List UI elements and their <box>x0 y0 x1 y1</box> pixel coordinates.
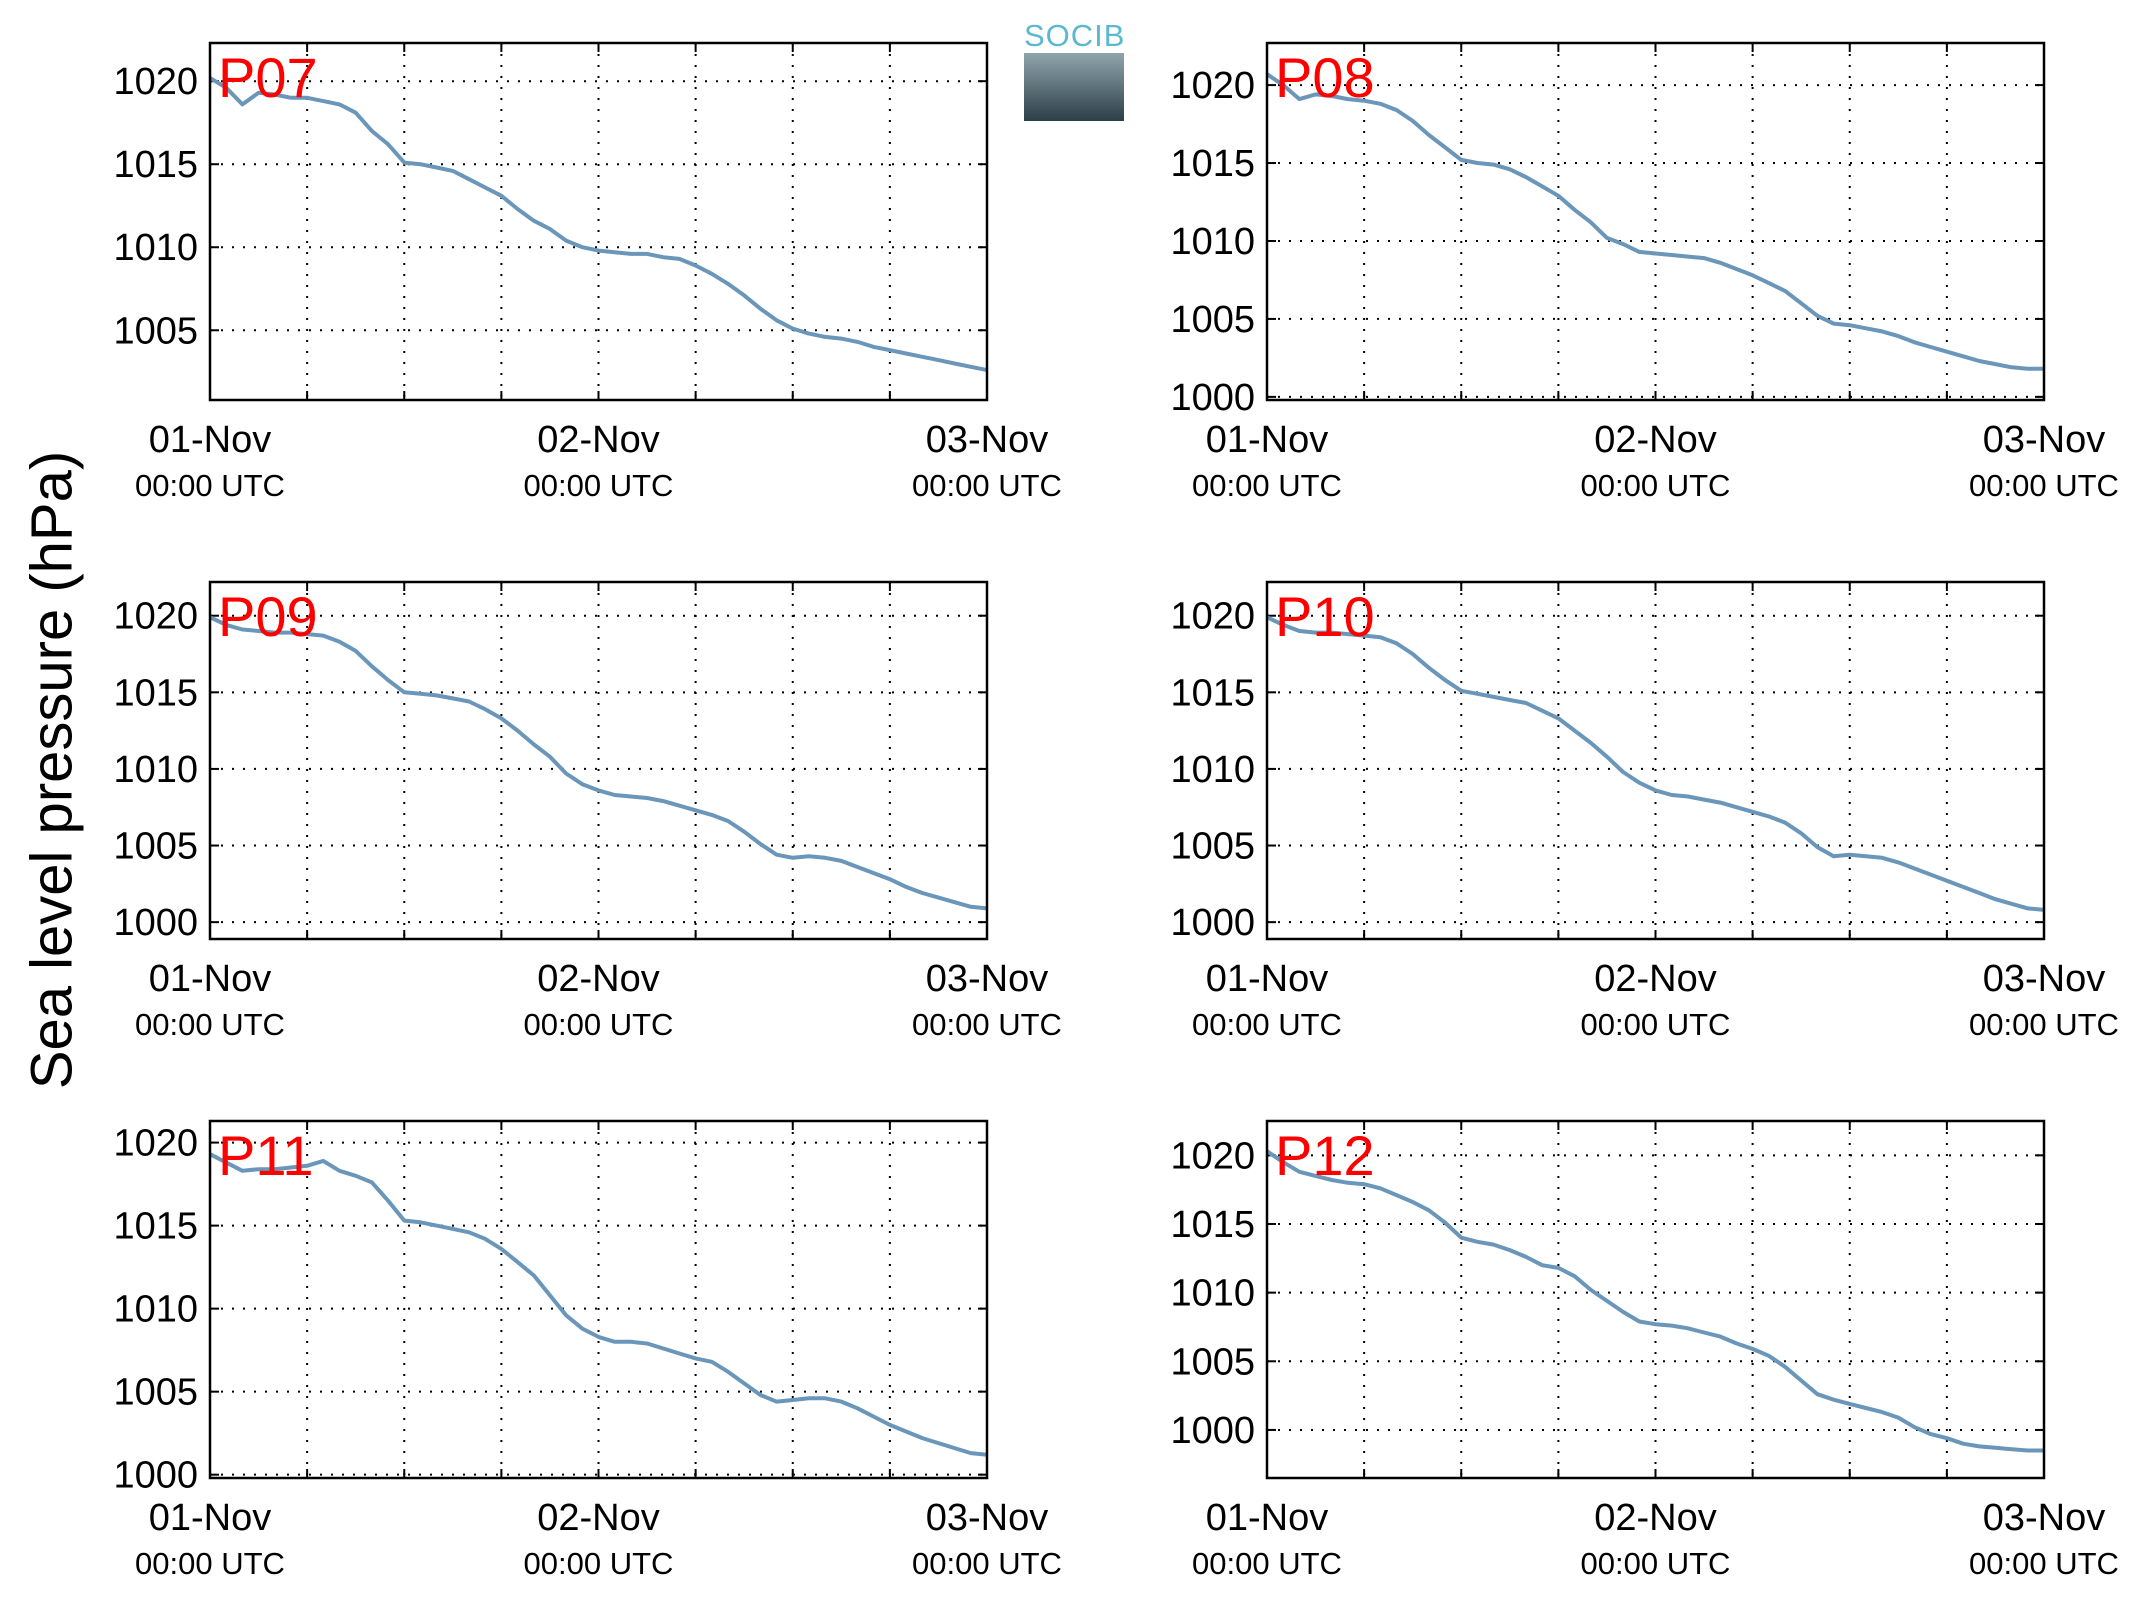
y-tick-label: 1000 <box>1170 377 1255 419</box>
series-line-sea-level-pressure <box>209 615 988 911</box>
x-tick-label-time: 00:00 UTC <box>524 1007 674 1042</box>
y-tick-label: 1000 <box>1170 902 1255 944</box>
panel-p11: 1000 1005 1010 1015 1020 01-Nov 00:00 UTC 02-No… <box>113 1119 1062 1581</box>
series-line-sea-level-pressure <box>208 76 988 373</box>
x-tick-label-date: 01-Nov <box>149 1497 272 1539</box>
station-label: P12 <box>1275 1124 1375 1187</box>
y-tick-label: 1000 <box>1170 1410 1255 1452</box>
y-tick-label: 1020 <box>113 596 198 638</box>
x-tick-label-date: 03-Nov <box>926 419 1049 461</box>
x-tick-label-date: 03-Nov <box>1983 1497 2106 1539</box>
x-tick-label-time: 00:00 UTC <box>135 468 285 503</box>
y-tick-label: 1010 <box>113 227 198 269</box>
x-tick-label-date: 02-Nov <box>1594 1497 1717 1539</box>
axes-frame <box>208 1119 989 1480</box>
x-tick-label-time: 00:00 UTC <box>135 1546 285 1581</box>
panel-p10: 1000 1005 1010 1015 1020 01-Nov 00:00 UTC 02-No… <box>1170 580 2119 1042</box>
series-line-sea-level-pressure <box>1265 72 2044 371</box>
y-tick-label: 1020 <box>1170 596 1255 638</box>
x-tick-label-time: 00:00 UTC <box>1192 468 1342 503</box>
y-tick-label: 1005 <box>113 1372 198 1414</box>
station-label: P10 <box>1275 585 1375 648</box>
y-tick-label: 1005 <box>113 310 198 352</box>
station-label: P09 <box>218 585 318 648</box>
station-label: P08 <box>1275 46 1375 109</box>
axes-frame <box>1265 580 2046 941</box>
x-tick-label-date: 01-Nov <box>1206 958 1329 1000</box>
x-tick-label-date: 03-Nov <box>926 1497 1049 1539</box>
x-tick-label-time: 00:00 UTC <box>524 1546 674 1581</box>
panel-p12: 1000 1005 1010 1015 1020 01-Nov 00:00 UTC 02-No… <box>1170 1119 2119 1581</box>
series-line-sea-level-pressure <box>1266 615 2045 912</box>
y-tick-label: 1020 <box>113 61 198 103</box>
logo-text: SOCIB <box>1024 18 1126 53</box>
y-tick-label: 1000 <box>113 1455 198 1497</box>
y-tick-label: 1015 <box>1170 672 1255 714</box>
y-tick-label: 1010 <box>1170 221 1255 263</box>
x-tick-label-time: 00:00 UTC <box>912 468 1062 503</box>
y-tick-label: 1020 <box>1170 1135 1255 1177</box>
y-tick-label: 1010 <box>1170 749 1255 791</box>
x-tick-label-time: 00:00 UTC <box>1192 1007 1342 1042</box>
x-tick-label-date: 02-Nov <box>537 1497 660 1539</box>
axes-frame <box>1265 41 2046 402</box>
x-tick-label-time: 00:00 UTC <box>1581 1546 1731 1581</box>
x-tick-label-date: 02-Nov <box>537 958 660 1000</box>
y-tick-label: 1015 <box>113 1206 198 1248</box>
x-tick-label-time: 00:00 UTC <box>912 1546 1062 1581</box>
x-tick-label-date: 01-Nov <box>1206 1497 1329 1539</box>
x-tick-label-time: 00:00 UTC <box>1581 1007 1731 1042</box>
socib-logo: SOCIB <box>1024 18 1124 121</box>
y-tick-label: 1020 <box>113 1123 198 1165</box>
axes-frame <box>1265 1119 2046 1480</box>
y-tick-label: 1015 <box>113 144 198 186</box>
x-tick-label-date: 01-Nov <box>1206 419 1329 461</box>
x-tick-label-date: 02-Nov <box>537 419 660 461</box>
logo-graphic <box>1024 53 1124 121</box>
panel-p07: 1005 1010 1015 1020 01-Nov 00:00 UTC 02-Nov 00:… <box>113 41 1062 503</box>
panel-p08: 1000 1005 1010 1015 1020 01-Nov 00:00 UTC 02-No… <box>1170 41 2119 503</box>
axes-frame <box>208 580 989 941</box>
y-tick-label: 1015 <box>1170 143 1255 185</box>
y-tick-label: 1010 <box>1170 1273 1255 1315</box>
y-tick-label: 1005 <box>1170 826 1255 868</box>
series-line-sea-level-pressure <box>209 1152 988 1457</box>
x-tick-label-time: 00:00 UTC <box>1969 1007 2119 1042</box>
x-tick-label-time: 00:00 UTC <box>524 468 674 503</box>
y-tick-label: 1015 <box>1170 1204 1255 1246</box>
y-tick-label: 1005 <box>113 826 198 868</box>
x-tick-label-date: 02-Nov <box>1594 419 1717 461</box>
station-label: P07 <box>218 46 318 109</box>
y-tick-label: 1000 <box>113 902 198 944</box>
shared-y-axis-label: Sea level pressure (hPa) <box>19 450 85 1090</box>
x-tick-label-time: 00:00 UTC <box>912 1007 1062 1042</box>
x-tick-label-time: 00:00 UTC <box>1192 1546 1342 1581</box>
y-tick-label: 1020 <box>1170 65 1255 107</box>
x-tick-label-date: 01-Nov <box>149 419 272 461</box>
x-tick-label-date: 03-Nov <box>1983 958 2106 1000</box>
x-tick-label-time: 00:00 UTC <box>1969 468 2119 503</box>
y-tick-label: 1005 <box>1170 1341 1255 1383</box>
y-tick-label: 1015 <box>113 672 198 714</box>
x-tick-label-time: 00:00 UTC <box>1581 468 1731 503</box>
x-tick-label-date: 03-Nov <box>1983 419 2106 461</box>
y-tick-label: 1010 <box>113 749 198 791</box>
panel-p09: 1000 1005 1010 1015 1020 01-Nov 00:00 UTC 02-No… <box>113 580 1062 1042</box>
axes-frame <box>208 41 989 402</box>
x-tick-label-date: 03-Nov <box>926 958 1049 1000</box>
x-tick-label-date: 01-Nov <box>149 958 272 1000</box>
station-label: P11 <box>218 1124 313 1187</box>
series-line-sea-level-pressure <box>1265 1149 2044 1453</box>
x-tick-label-time: 00:00 UTC <box>1969 1546 2119 1581</box>
y-tick-label: 1010 <box>113 1289 198 1331</box>
x-tick-label-date: 02-Nov <box>1594 958 1717 1000</box>
y-tick-label: 1005 <box>1170 299 1255 341</box>
x-tick-label-time: 00:00 UTC <box>135 1007 285 1042</box>
